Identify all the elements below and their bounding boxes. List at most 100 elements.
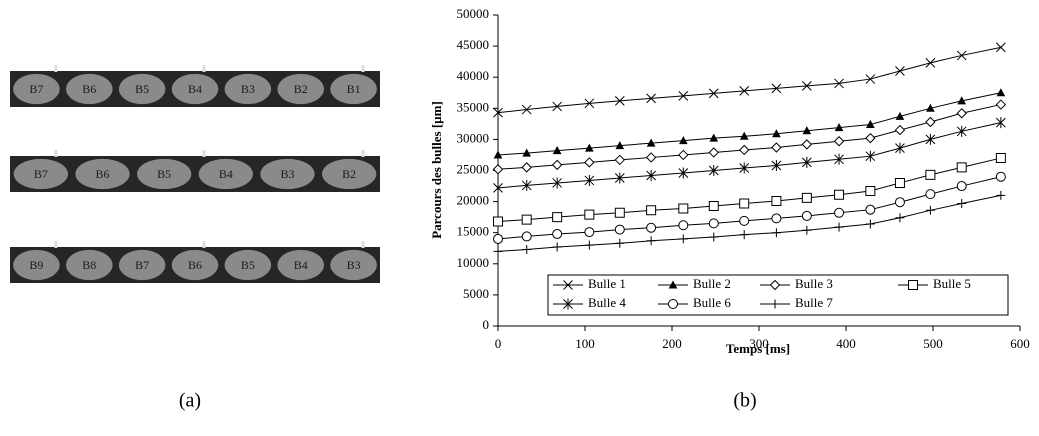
channel-marker (361, 150, 365, 157)
marker (646, 169, 656, 181)
bubble (322, 158, 377, 190)
marker (552, 146, 562, 155)
marker (834, 189, 845, 200)
y-tick-label: 15000 (457, 224, 490, 239)
bubble-label: B2 (294, 82, 308, 96)
bubble (171, 73, 219, 105)
marker (956, 108, 967, 119)
y-tick-label: 45000 (457, 37, 490, 52)
marker (492, 164, 504, 175)
legend-marker (769, 279, 781, 291)
legend-label: Bulle 5 (933, 276, 971, 291)
marker (801, 156, 812, 168)
channel-marker (202, 241, 206, 248)
marker (552, 242, 562, 252)
x-axis-title: Temps [ms] (726, 341, 790, 356)
x-tick-label: 600 (1010, 336, 1030, 351)
bubble (224, 249, 272, 281)
marker (709, 133, 719, 142)
marker (646, 205, 657, 216)
marker (521, 179, 532, 191)
marker (771, 83, 782, 94)
marker (996, 42, 1006, 53)
marker (493, 246, 503, 256)
marker (995, 99, 1007, 110)
marker (834, 123, 844, 132)
bubble-label: B7 (29, 82, 43, 96)
marker (646, 222, 657, 233)
legend-marker (563, 280, 573, 290)
y-tick-label: 35000 (457, 99, 490, 114)
bubble (330, 73, 377, 105)
marker (865, 132, 876, 144)
marker (957, 96, 967, 105)
series-line (497, 194, 1001, 252)
legend-label: Bulle 6 (693, 295, 731, 310)
marker (521, 231, 532, 242)
marker (895, 66, 905, 76)
marker (552, 228, 563, 239)
marker (739, 215, 750, 226)
marker (925, 58, 936, 68)
image-strip (10, 156, 380, 192)
marker (865, 204, 876, 215)
marker (521, 162, 532, 173)
legend-label: Bulle 2 (693, 276, 731, 291)
marker (865, 219, 875, 229)
marker (585, 143, 594, 152)
marker (678, 203, 689, 214)
marker (834, 222, 844, 232)
marker (615, 238, 625, 248)
marker (771, 228, 781, 238)
y-tick-label: 20000 (457, 193, 490, 208)
marker (925, 133, 936, 145)
panel-label: (b) (733, 390, 756, 412)
marker (996, 117, 1006, 129)
marker (894, 124, 906, 136)
bubble (330, 249, 377, 281)
marker (865, 186, 876, 197)
bubble (13, 249, 60, 281)
marker (584, 98, 595, 109)
marker (771, 195, 782, 206)
marker (771, 160, 782, 172)
marker (894, 197, 905, 208)
bubble-label: B2 (342, 167, 356, 181)
bubble (198, 158, 253, 190)
legend-marker (563, 298, 573, 310)
marker (493, 216, 503, 227)
bubble-label: B7 (135, 258, 149, 272)
channel-marker (202, 65, 206, 72)
marker (865, 74, 876, 84)
bubble (118, 73, 166, 105)
bubble (137, 158, 192, 190)
x-tick-label: 300 (749, 336, 769, 351)
marker (678, 91, 689, 101)
marker (995, 153, 1006, 164)
marker (801, 192, 812, 203)
marker (771, 213, 782, 224)
legend-label: Bulle 3 (795, 276, 833, 291)
marker (834, 78, 844, 89)
channel-marker (202, 150, 206, 157)
bubble (13, 73, 60, 105)
bubble (75, 158, 130, 190)
marker (771, 142, 782, 153)
marker (584, 174, 595, 186)
marker (708, 165, 719, 176)
panel-label: (a) (179, 390, 201, 412)
legend-marker (770, 299, 780, 309)
marker (678, 136, 688, 145)
marker (834, 207, 845, 218)
legend-label: Bulle 4 (588, 295, 626, 310)
bubble (224, 73, 272, 105)
marker (895, 111, 905, 120)
marker (552, 101, 563, 112)
marker (646, 138, 656, 147)
marker (956, 181, 967, 192)
marker (957, 198, 967, 208)
bubble (277, 249, 324, 281)
marker (708, 218, 719, 229)
marker (834, 153, 844, 165)
